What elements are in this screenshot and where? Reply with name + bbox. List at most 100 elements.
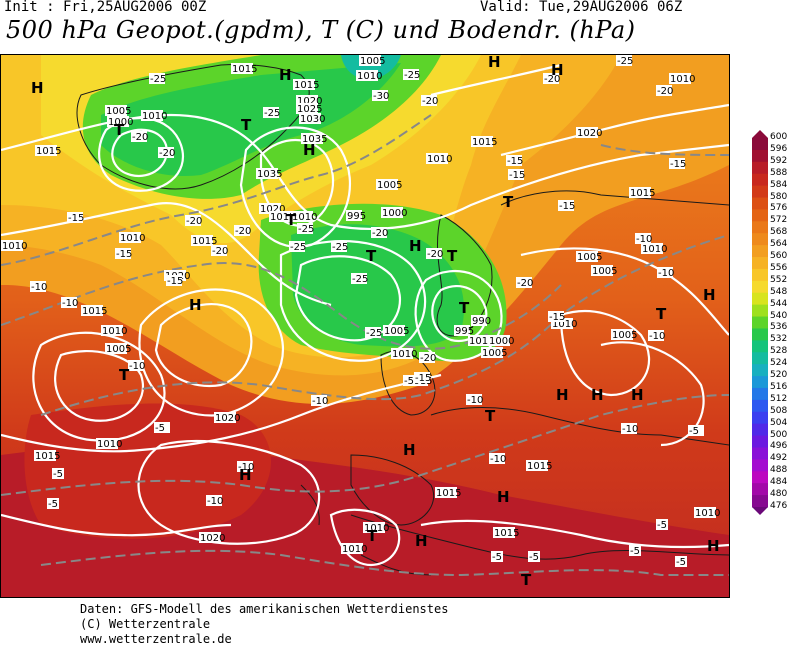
legend-swatch [752, 280, 768, 294]
legend-swatch [752, 447, 768, 460]
low-symbol: T [656, 305, 667, 323]
color-legend [752, 130, 768, 515]
legend-top-arrow [752, 130, 768, 138]
temp-label: -15 [166, 275, 183, 287]
temp-label: -10 [206, 495, 223, 507]
temp-label: -5 [403, 375, 415, 387]
temp-label: -25 [403, 69, 420, 81]
svg-text:-20: -20 [544, 74, 560, 85]
temp-label: -15 [67, 212, 84, 224]
pressure-label: 1010 [363, 522, 389, 534]
temp-label: -5 [528, 551, 540, 563]
svg-text:1005: 1005 [612, 330, 637, 341]
pressure-label: 1015 [629, 187, 655, 199]
pressure-label: 1010 [291, 211, 317, 223]
pressure-label-group: 1010 1015 1010 1005 1015 1020 1025 1030 … [1, 55, 720, 555]
pressure-label: 1015 [293, 79, 319, 91]
svg-text:1020: 1020 [260, 204, 285, 215]
legend-label: 540 [770, 310, 788, 321]
pressure-label: 1020 [259, 203, 285, 215]
temp-label: -15 [669, 158, 686, 170]
svg-text:-20: -20 [372, 228, 388, 239]
svg-text:1015: 1015 [36, 146, 61, 157]
temp-label: -5 [47, 498, 59, 510]
temp-label: -20 [656, 85, 673, 97]
legend-swatch [752, 495, 768, 508]
svg-text:-25: -25 [366, 328, 382, 339]
low-symbol: T [459, 299, 470, 317]
svg-text:1010: 1010 [552, 319, 577, 330]
svg-text:1005: 1005 [577, 252, 602, 263]
temp-label: -10 [466, 394, 483, 406]
svg-text:-5: -5 [404, 376, 414, 387]
svg-text:1010: 1010 [102, 326, 127, 337]
svg-text:1020: 1020 [577, 128, 602, 139]
legend-label: 568 [770, 227, 788, 238]
legend-swatch [752, 340, 768, 353]
svg-text:1005: 1005 [106, 106, 131, 117]
legend-swatch [752, 352, 768, 365]
svg-text:-5: -5 [630, 546, 640, 557]
pressure-label: 1010 [391, 348, 417, 360]
pressure-label: 1005 [611, 329, 637, 341]
legend-label: 528 [770, 346, 788, 357]
temp-label: -20 [234, 225, 251, 237]
footer-website[interactable]: www.wetterzentrale.de [80, 632, 232, 646]
legend-label: 512 [770, 393, 788, 404]
legend-swatch [752, 471, 768, 484]
svg-text:1010: 1010 [469, 336, 494, 347]
coastlines [76, 64, 729, 576]
high-symbol: H [556, 386, 569, 404]
svg-text:-30: -30 [373, 91, 389, 102]
low-symbol: T [503, 193, 514, 211]
pressure-label: 1015 [231, 63, 257, 75]
low-symbol: T [485, 407, 496, 425]
low-green-b [291, 224, 465, 347]
svg-text:1015: 1015 [472, 137, 497, 148]
legend-swatch [752, 459, 768, 472]
legend-label: 508 [770, 405, 788, 416]
footer-source: Daten: GFS-Modell des amerikanischen Wet… [80, 602, 449, 616]
legend-label: 500 [770, 429, 788, 440]
svg-text:-10: -10 [622, 424, 638, 435]
svg-text:1020: 1020 [200, 533, 225, 544]
pressure-label: 1005 [376, 179, 402, 191]
legend-label: 564 [770, 239, 788, 250]
pressure-label: 1005 [105, 343, 131, 355]
svg-text:1010: 1010 [120, 233, 145, 244]
legend-swatch [752, 185, 768, 199]
svg-text:1010: 1010 [342, 544, 367, 555]
temp-label: -20 [131, 131, 148, 143]
svg-text:-10: -10 [490, 454, 506, 465]
temp-label: -30 [372, 90, 389, 102]
temp-label: -15 [548, 311, 565, 323]
svg-text:1015: 1015 [630, 188, 655, 199]
high-symbol: H [189, 296, 202, 314]
svg-text:1015: 1015 [82, 306, 107, 317]
legend-swatch [752, 328, 768, 341]
pressure-label: 990 [471, 315, 491, 327]
temp-label-group: -25 -25 -30 -20 -25 -20 -20 -20 -25 -20 … [30, 55, 704, 568]
svg-text:1005: 1005 [592, 266, 617, 277]
temp-label: -20 [516, 277, 533, 289]
pressure-label: 1015 [35, 145, 61, 157]
svg-text:1010: 1010 [142, 111, 167, 122]
svg-text:1015: 1015 [192, 236, 217, 247]
svg-text:-10: -10 [31, 282, 47, 293]
chart-title: 500 hPa Geopot.(gpdm), T (C) und Bodendr… [6, 16, 636, 44]
legend-label: 596 [770, 143, 788, 154]
temp-label: -25 [289, 241, 306, 253]
svg-text:1005: 1005 [482, 348, 507, 359]
temp-label: -5 [491, 551, 503, 563]
low-symbol: T [521, 571, 532, 589]
low-symbol: T [241, 116, 252, 134]
high-symbol: H [591, 386, 604, 404]
svg-text:-25: -25 [264, 108, 280, 119]
pressure-label: 1010 [641, 243, 667, 255]
svg-text:-20: -20 [427, 249, 443, 260]
temp-label: -15 [558, 200, 575, 212]
high-symbol: H [415, 532, 428, 550]
svg-text:1015: 1015 [294, 80, 319, 91]
svg-text:1015: 1015 [270, 212, 295, 223]
temp-label: -10 [635, 233, 652, 245]
